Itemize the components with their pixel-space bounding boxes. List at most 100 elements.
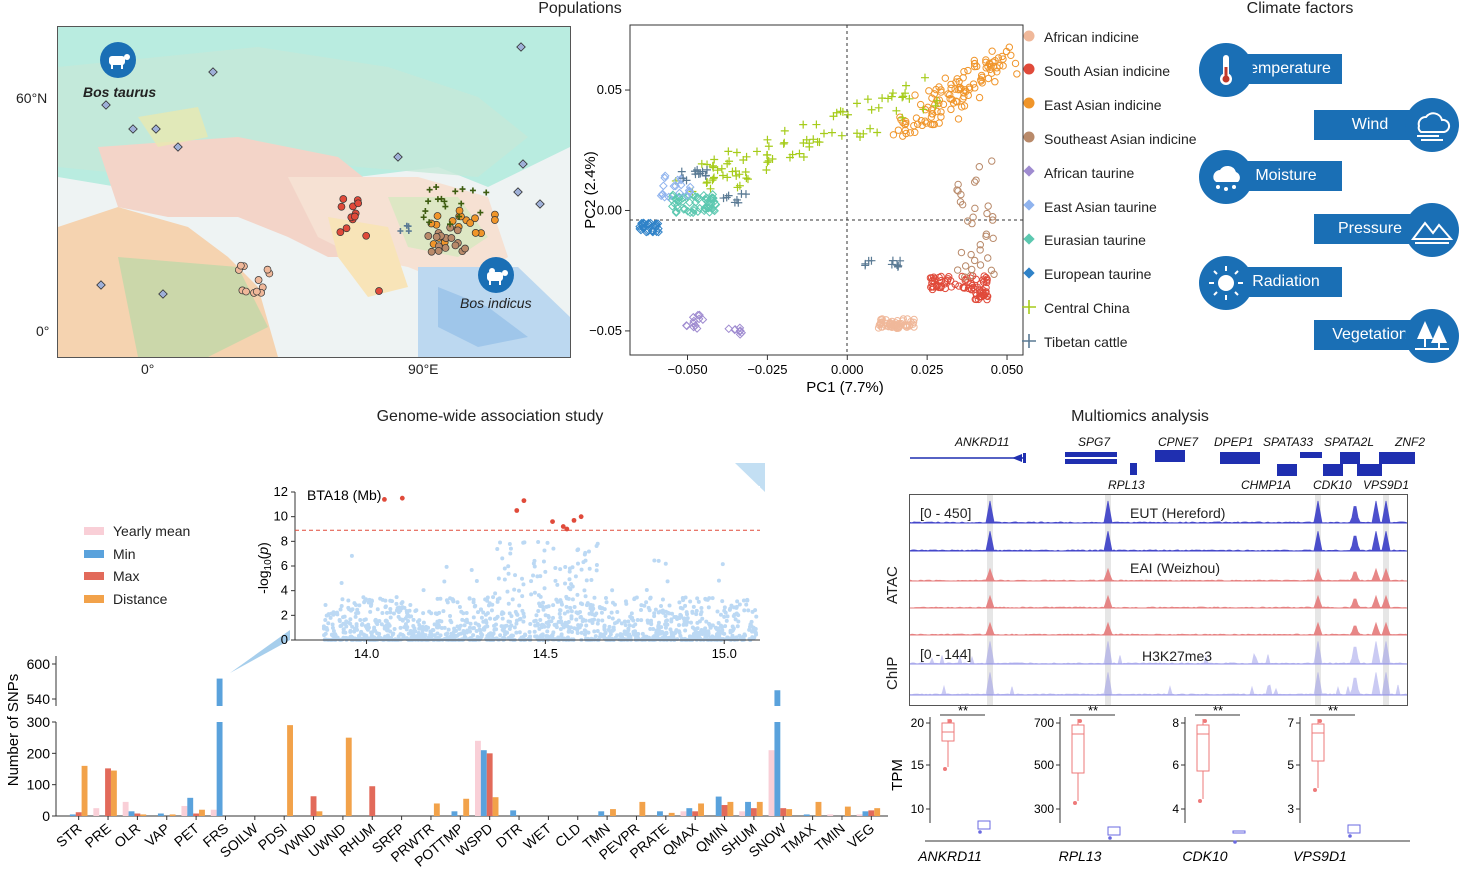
se-asia-islands xyxy=(438,287,528,347)
bar-shum xyxy=(745,801,751,816)
manhattan-point xyxy=(589,618,594,623)
manhattan-point xyxy=(458,623,463,628)
manhattan-point xyxy=(474,579,479,584)
manhattan-point xyxy=(590,612,595,617)
manhattan-point xyxy=(594,562,599,567)
manhattan-point xyxy=(619,634,624,639)
sig-stars: ** xyxy=(958,705,968,718)
circle-marker-icon xyxy=(1022,29,1036,46)
bar-olr xyxy=(128,811,135,816)
circle-marker-icon xyxy=(1022,96,1036,113)
pca-point-southeast-asian-indicine xyxy=(975,163,984,171)
bar-y-tick-label: 600 xyxy=(27,656,51,672)
bar-ylabel: Number of SNPs xyxy=(5,674,22,787)
map-central-china-point xyxy=(447,221,454,228)
manhattan-point xyxy=(580,602,585,607)
bar-snow xyxy=(768,750,775,816)
pca-legend-item: African taurine xyxy=(1022,163,1134,183)
mountain-icon xyxy=(1405,203,1459,257)
pca-point-tibetan xyxy=(679,174,688,183)
manhattan-point xyxy=(654,628,659,633)
legend-marker-shape xyxy=(1023,267,1035,279)
pca-point-southeast-asian-indicine xyxy=(990,270,998,278)
manhattan-significant-point xyxy=(382,497,387,502)
manhattan-point xyxy=(461,629,466,634)
pca-point-african-taurine xyxy=(735,323,745,333)
bar-vap xyxy=(157,813,164,816)
manhattan-point xyxy=(566,620,571,625)
pca-point-east-asian-indicine xyxy=(1013,70,1021,78)
manhattan-point xyxy=(479,615,484,620)
manhattan-point xyxy=(442,625,447,630)
pca-point-east-asian-taurine xyxy=(660,171,670,181)
manhattan-point xyxy=(471,615,476,620)
pca-point-southeast-asian-indicine xyxy=(988,216,997,224)
tpm-ylabel: TPM xyxy=(889,759,906,791)
manhattan-point xyxy=(670,611,675,616)
pca-point-eurasian-taurine xyxy=(693,194,703,204)
pca-x-tick-label: 0.025 xyxy=(911,362,944,377)
bar-str xyxy=(81,765,88,816)
manhattan-point xyxy=(685,616,690,621)
manhattan-point xyxy=(594,568,599,573)
pca-point-central-china xyxy=(859,129,868,138)
manhattan-significant-point xyxy=(571,517,577,523)
manhattan-point xyxy=(384,610,389,615)
manhattan-point xyxy=(557,611,562,616)
manhattan-point xyxy=(570,584,575,589)
manhattan-point xyxy=(357,603,362,608)
manhattan-point xyxy=(488,616,493,621)
manhattan-point xyxy=(583,629,588,634)
pca-point-central-china xyxy=(706,184,715,193)
manhattan-point xyxy=(564,596,569,601)
pca-point-eurasian-taurine xyxy=(685,208,695,218)
bar-snow-upper xyxy=(774,690,781,706)
manhattan-point xyxy=(699,631,704,636)
manhattan-point xyxy=(663,613,668,618)
bar-prate xyxy=(657,811,663,816)
pca-legend-label: European taurine xyxy=(1044,266,1152,283)
pca-point-east-asian-indicine xyxy=(977,76,985,84)
manhattan-point xyxy=(487,632,492,637)
manhattan-point xyxy=(540,635,545,640)
pca-point-east-asian-indicine xyxy=(911,91,919,99)
pca-point-eurasian-taurine xyxy=(693,192,702,202)
manhattan-title: BTA18 (Mb) xyxy=(307,487,381,503)
pca-point-south-asian-indicine xyxy=(943,277,952,285)
bar-category-label: TMAX xyxy=(778,820,819,858)
legend-marker-shape xyxy=(1023,63,1035,75)
manhattan-point xyxy=(386,622,391,627)
manhattan-point xyxy=(515,612,520,617)
manhattan-point xyxy=(558,567,563,572)
pca-point-central-china xyxy=(732,148,741,157)
india-zone xyxy=(328,217,408,297)
manhattan-point xyxy=(471,633,476,638)
tpm-tick-label: 8 xyxy=(1172,716,1179,730)
gene-ankrd11: ANKRD11 xyxy=(954,435,1009,449)
manhattan-point xyxy=(444,564,449,569)
manhattan-point xyxy=(582,588,587,593)
manhattan-point xyxy=(570,565,575,570)
manhattan-point xyxy=(722,614,727,619)
manhattan-point xyxy=(718,612,723,617)
pca-point-east-asian-indicine xyxy=(970,56,979,65)
manhattan-point xyxy=(651,635,656,640)
manhattan-point xyxy=(443,632,448,637)
manhattan-point xyxy=(648,595,653,600)
box-high xyxy=(1311,723,1325,762)
gwas-title: Genome-wide association study xyxy=(376,408,604,425)
manhattan-point xyxy=(695,626,700,631)
manhattan-point xyxy=(663,622,668,627)
pca-point-southeast-asian-indicine xyxy=(954,180,962,189)
bar-pet xyxy=(199,809,205,816)
manhattan-point xyxy=(527,629,532,634)
manhattan-point xyxy=(564,604,569,609)
manhattan-point xyxy=(579,567,584,572)
pca-point-central-china xyxy=(827,128,836,137)
manhattan-point xyxy=(495,614,500,619)
pca-legend-label: East Asian indicine xyxy=(1044,96,1162,113)
manhattan-point xyxy=(505,589,510,594)
rain-cloud-icon xyxy=(1199,150,1253,204)
pca-point-african-indicine xyxy=(884,322,893,331)
